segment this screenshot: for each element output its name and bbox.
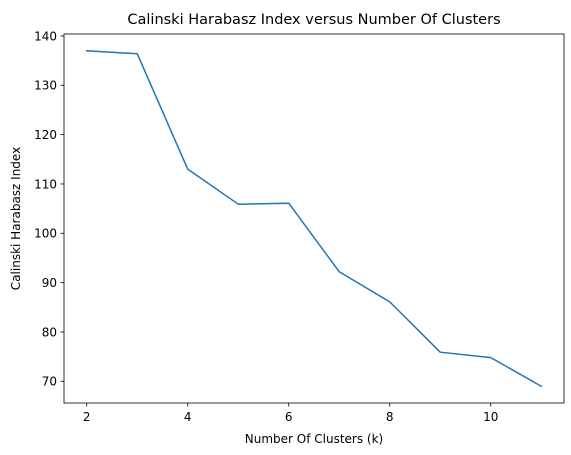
y-tick-label: 130 <box>34 79 57 93</box>
axes-frame <box>63 33 565 404</box>
data-point <box>136 52 139 55</box>
data-point <box>237 203 240 206</box>
x-tick-label: 8 <box>386 410 394 424</box>
chart-title: Calinski Harabasz Index versus Number Of… <box>127 12 500 28</box>
x-axis-label: Number Of Clusters (k) <box>245 432 383 446</box>
series-layer <box>85 49 543 388</box>
data-point <box>85 49 88 52</box>
plot-area <box>63 33 565 404</box>
x-tick-label: 6 <box>285 410 293 424</box>
data-point <box>186 168 189 171</box>
data-point <box>338 270 341 273</box>
y-axis-ticks: 70 80 90 100 110 120 130 140 <box>34 29 64 389</box>
y-tick-label: 90 <box>42 276 57 290</box>
y-axis-label: Calinski Harabasz Index <box>9 147 23 290</box>
data-point <box>489 356 492 359</box>
data-point <box>540 385 543 388</box>
series-line-1 <box>85 49 543 388</box>
data-point <box>287 202 290 205</box>
x-axis-ticks: 2 4 6 8 10 <box>83 403 498 424</box>
y-tick-label: 100 <box>34 227 57 241</box>
y-tick-label: 120 <box>34 128 57 142</box>
data-point <box>388 300 391 303</box>
y-tick-label: 70 <box>42 375 57 389</box>
x-tick-label: 10 <box>483 410 498 424</box>
x-tick-label: 2 <box>83 410 91 424</box>
y-tick-label: 80 <box>42 325 57 339</box>
y-tick-label: 110 <box>34 177 57 191</box>
x-tick-label: 4 <box>184 410 192 424</box>
y-tick-label: 140 <box>34 29 57 43</box>
data-point <box>439 351 442 354</box>
